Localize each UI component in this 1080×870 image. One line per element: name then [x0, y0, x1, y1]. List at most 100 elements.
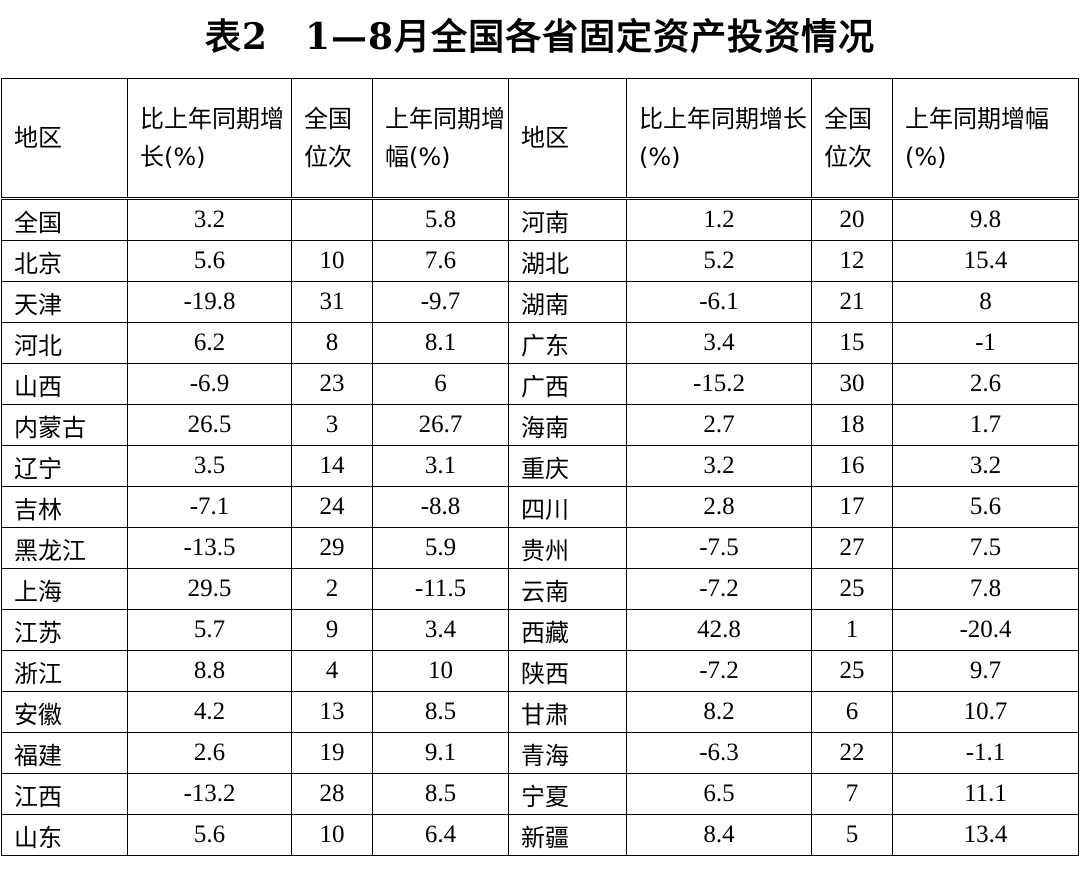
cell-rank: 2 — [291, 568, 373, 610]
cell-prev-growth: 10 — [372, 650, 509, 692]
cell-region: 辽宁 — [1, 445, 128, 487]
cell-prev-growth: 2.6 — [892, 363, 1079, 405]
cell-rank: 19 — [291, 732, 373, 774]
cell-growth: 2.8 — [626, 486, 812, 528]
table-row: 上海 29.5 2 -11.5 云南 -7.2 25 7.8 — [1, 568, 1079, 610]
table-title: 表2 1—8月全国各省固定资产投资情况 — [204, 16, 876, 58]
cell-rank: 15 — [811, 322, 893, 364]
cell-prev-growth: 11.1 — [892, 773, 1079, 815]
cell-prev-growth: 7.5 — [892, 527, 1079, 569]
cell-region: 云南 — [508, 568, 627, 610]
table-row: 安徽 4.2 13 8.5 甘肃 8.2 6 10.7 — [1, 691, 1079, 733]
cell-region: 海南 — [508, 404, 627, 446]
cell-region: 湖南 — [508, 281, 627, 323]
cell-rank: 10 — [291, 240, 373, 282]
cell-growth: -19.8 — [127, 281, 292, 323]
cell-region: 全国 — [1, 198, 128, 241]
cell-prev-growth: 8.5 — [372, 691, 509, 733]
cell-rank: 24 — [291, 486, 373, 528]
table-row: 全国 3.2 5.8 河南 1.2 20 9.8 — [1, 198, 1079, 241]
cell-growth: 3.5 — [127, 445, 292, 487]
cell-prev-growth: 15.4 — [892, 240, 1079, 282]
cell-growth: 2.7 — [626, 404, 812, 446]
cell-growth: 5.2 — [626, 240, 812, 282]
cell-region: 青海 — [508, 732, 627, 774]
cell-growth: 5.6 — [127, 240, 292, 282]
cell-region: 宁夏 — [508, 773, 627, 815]
table-row: 河北 6.2 8 8.1 广东 3.4 15 -1 — [1, 322, 1079, 364]
cell-region: 贵州 — [508, 527, 627, 569]
cell-region: 浙江 — [1, 650, 128, 692]
cell-rank: 22 — [811, 732, 893, 774]
cell-rank: 10 — [291, 814, 373, 856]
cell-growth: 29.5 — [127, 568, 292, 610]
header-growth: 比上年同期增长(%) — [127, 78, 292, 200]
cell-prev-growth: 9.1 — [372, 732, 509, 774]
cell-growth: 5.7 — [127, 609, 292, 651]
cell-rank: 16 — [811, 445, 893, 487]
cell-rank — [291, 198, 373, 241]
cell-prev-growth: 5.8 — [372, 198, 509, 241]
cell-rank: 8 — [291, 322, 373, 364]
cell-growth: 2.6 — [127, 732, 292, 774]
cell-region: 山东 — [1, 814, 128, 856]
header-rank: 全国位次 — [811, 78, 893, 200]
cell-growth: 8.2 — [626, 691, 812, 733]
cell-rank: 21 — [811, 281, 893, 323]
table-row: 山东 5.6 10 6.4 新疆 8.4 5 13.4 — [1, 814, 1079, 856]
cell-prev-growth: -8.8 — [372, 486, 509, 528]
cell-rank: 7 — [811, 773, 893, 815]
cell-rank: 3 — [291, 404, 373, 446]
cell-prev-growth: 3.4 — [372, 609, 509, 651]
table-row: 吉林 -7.1 24 -8.8 四川 2.8 17 5.6 — [1, 486, 1079, 528]
cell-rank: 6 — [811, 691, 893, 733]
cell-prev-growth: -9.7 — [372, 281, 509, 323]
table-row: 山西 -6.9 23 6 广西 -15.2 30 2.6 — [1, 363, 1079, 405]
cell-prev-growth: 5.9 — [372, 527, 509, 569]
cell-growth: 5.6 — [127, 814, 292, 856]
header-prev-growth: 上年同期增幅(%) — [372, 78, 509, 200]
header-prev-growth: 上年同期增幅(%) — [892, 78, 1079, 200]
cell-rank: 12 — [811, 240, 893, 282]
cell-prev-growth: 10.7 — [892, 691, 1079, 733]
cell-prev-growth: 7.8 — [892, 568, 1079, 610]
cell-rank: 25 — [811, 650, 893, 692]
header-region: 地区 — [1, 78, 128, 200]
cell-prev-growth: 3.2 — [892, 445, 1079, 487]
cell-region: 湖北 — [508, 240, 627, 282]
cell-prev-growth: 9.8 — [892, 198, 1079, 241]
cell-region: 山西 — [1, 363, 128, 405]
cell-region: 黑龙江 — [1, 527, 128, 569]
cell-growth: -13.2 — [127, 773, 292, 815]
table-row: 北京 5.6 10 7.6 湖北 5.2 12 15.4 — [1, 240, 1079, 282]
cell-growth: 26.5 — [127, 404, 292, 446]
cell-region: 天津 — [1, 281, 128, 323]
cell-rank: 4 — [291, 650, 373, 692]
cell-region: 江苏 — [1, 609, 128, 651]
cell-region: 上海 — [1, 568, 128, 610]
cell-region: 陕西 — [508, 650, 627, 692]
cell-region: 新疆 — [508, 814, 627, 856]
cell-rank: 27 — [811, 527, 893, 569]
investment-table: 地区 比上年同期增长(%) 全国位次 上年同期增幅(%) 地区 比上年同期增长(%) 全国位… — [1, 78, 1079, 856]
cell-prev-growth: 8 — [892, 281, 1079, 323]
table-row: 天津 -19.8 31 -9.7 湖南 -6.1 21 8 — [1, 281, 1079, 323]
cell-region: 内蒙古 — [1, 404, 128, 446]
cell-prev-growth: 26.7 — [372, 404, 509, 446]
cell-rank: 28 — [291, 773, 373, 815]
cell-growth: -7.2 — [626, 650, 812, 692]
cell-rank: 1 — [811, 609, 893, 651]
cell-region: 广东 — [508, 322, 627, 364]
cell-region: 甘肃 — [508, 691, 627, 733]
cell-rank: 29 — [291, 527, 373, 569]
cell-rank: 5 — [811, 814, 893, 856]
cell-region: 北京 — [1, 240, 128, 282]
cell-growth: 8.8 — [127, 650, 292, 692]
cell-rank: 13 — [291, 691, 373, 733]
cell-growth: -6.9 — [127, 363, 292, 405]
cell-region: 河北 — [1, 322, 128, 364]
table-row: 黑龙江 -13.5 29 5.9 贵州 -7.5 27 7.5 — [1, 527, 1079, 569]
table-row: 浙江 8.8 4 10 陕西 -7.2 25 9.7 — [1, 650, 1079, 692]
header-region: 地区 — [508, 78, 627, 200]
cell-growth: -6.1 — [626, 281, 812, 323]
